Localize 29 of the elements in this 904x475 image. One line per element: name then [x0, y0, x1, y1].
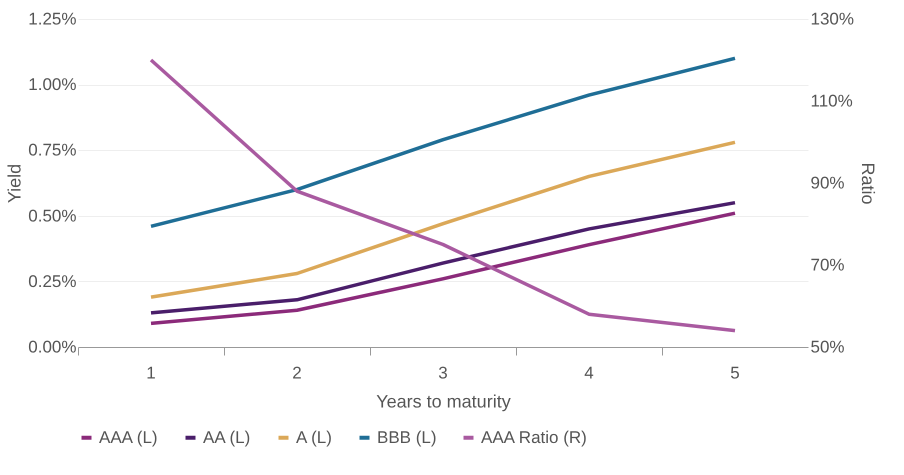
x-tick-label: 2: [292, 364, 302, 382]
x-axis-title: Years to maturity: [376, 392, 511, 412]
y-tick-label: 0.00%: [28, 338, 76, 356]
y-axis-title: Yield: [4, 164, 24, 204]
y2-tick-label: 110%: [810, 92, 853, 110]
y2-tick-label: 130%: [810, 10, 854, 28]
legend-label: A (L): [296, 428, 332, 447]
y-tick-label: 0.75%: [28, 140, 76, 160]
y-tick-label: 1.00%: [28, 75, 76, 94]
y2-axis-title: Ratio: [858, 162, 878, 205]
y-tick-label: 0.50%: [28, 206, 76, 226]
y2-tick-label: 50%: [810, 338, 845, 356]
legend-label: AAA Ratio (R): [481, 428, 587, 447]
x-tick-label: 3: [438, 364, 448, 382]
legend-label: BBB (L): [377, 428, 437, 447]
x-tick-label: 5: [730, 364, 740, 382]
x-tick-label: 4: [584, 364, 594, 382]
legend-label: AAA (L): [99, 428, 158, 447]
line-series: [149, 140, 737, 299]
line-series: [149, 56, 737, 228]
line-series: [149, 58, 737, 332]
legend-label: AA (L): [203, 428, 250, 447]
x-tick-label: 1: [146, 364, 156, 382]
y2-tick-label: 70%: [810, 256, 845, 274]
y-tick-label: 0.25%: [28, 272, 76, 291]
line-series: [149, 200, 737, 315]
y2-tick-label: 90%: [810, 174, 845, 192]
line-series: [149, 211, 737, 326]
y-tick-label: 1.25%: [28, 10, 76, 28]
